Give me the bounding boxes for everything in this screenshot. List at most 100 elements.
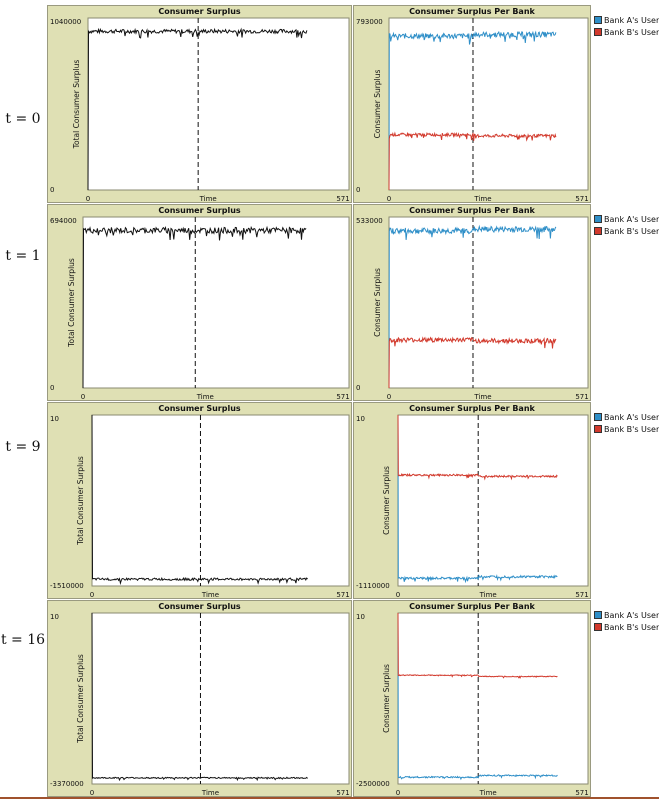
legend-label: Bank A's Users <box>604 611 659 620</box>
plot-area <box>91 414 350 587</box>
chart-svg: 0 1040000 0 571 Time Total Consumer Surplus <box>50 17 350 203</box>
chart-panel-3-total: Consumer Surplus -1510000 10 0 571 Time Total … <box>47 402 352 599</box>
x-axis-label: Time <box>479 789 497 797</box>
x-axis-label: Time <box>473 393 491 401</box>
series-line-bank_a <box>397 612 558 781</box>
legend-item: Bank B's Users <box>594 425 659 437</box>
x-tick-label: 571 <box>336 591 349 599</box>
legend-label: Bank B's Users <box>604 623 659 632</box>
x-axis-label: Time <box>201 591 219 599</box>
x-axis-label: Time <box>201 789 219 797</box>
y-tick-label: -3370000 <box>50 780 84 788</box>
chart-svg: -3370000 10 0 571 Time Total Consumer Surplus <box>50 612 350 797</box>
legend-swatch <box>594 611 602 619</box>
x-tick-label: 571 <box>336 789 349 797</box>
chart-title: Consumer Surplus <box>158 404 241 413</box>
row-label-2: t = 9 <box>5 439 41 455</box>
x-axis-label: Time <box>196 393 214 401</box>
chart-panel-4-per-bank: Consumer Surplus Per Bank -2500000 10 0 571 T… <box>353 600 591 797</box>
x-tick-label: 571 <box>575 789 588 797</box>
x-tick-label: 571 <box>575 195 588 203</box>
chart-panel-2-per-bank: Consumer Surplus Per Bank 0 533000 0 571 Time… <box>353 204 591 401</box>
series-line-total <box>87 27 308 191</box>
legend-item: Bank A's Users <box>594 16 659 28</box>
y-axis-label: Total Consumer Surplus <box>72 60 81 150</box>
y-tick-label: 0 <box>356 384 360 392</box>
chart-title: Consumer Surplus Per Bank <box>409 206 535 215</box>
plot-area <box>82 216 350 389</box>
series-line-total <box>91 414 308 586</box>
chart-title: Consumer Surplus <box>158 602 241 611</box>
y-axis-label: Total Consumer Surplus <box>76 654 85 744</box>
y-tick-label: 0 <box>356 186 360 194</box>
series-line-bank_b <box>388 336 557 389</box>
legend-swatch <box>594 215 602 223</box>
y-tick-label: -2500000 <box>356 780 390 788</box>
y-axis-label: Consumer Surplus <box>373 268 382 337</box>
x-tick-label: 0 <box>81 393 85 401</box>
y-tick-label: 10 <box>356 613 365 621</box>
chart-panel-3-per-bank: Consumer Surplus Per Bank -1110000 10 0 571 T… <box>353 402 591 599</box>
chart-svg: -2500000 10 0 571 Time Consumer Surplus <box>356 612 589 797</box>
series-line-bank_b <box>397 612 558 679</box>
series-line-total <box>82 225 307 389</box>
legend-item: Bank B's Users <box>594 623 659 635</box>
plot-area <box>397 612 589 785</box>
y-tick-label: 10 <box>356 415 365 423</box>
legend-item: Bank A's Users <box>594 611 659 623</box>
row-label-1: t = 1 <box>5 248 41 264</box>
legend-label: Bank B's Users <box>604 425 659 434</box>
y-tick-label: 533000 <box>356 217 383 225</box>
plot-area <box>397 414 589 587</box>
series-line-bank_b <box>388 131 557 191</box>
legend-swatch <box>594 425 602 433</box>
series-line-bank_a <box>397 414 558 584</box>
legend: Bank A's Users Bank B's Users <box>594 215 659 239</box>
legend-swatch <box>594 227 602 235</box>
chart-title: Consumer Surplus Per Bank <box>409 7 535 16</box>
y-tick-label: 10 <box>50 613 59 621</box>
series-line-bank_a <box>388 224 557 389</box>
y-tick-label: -1110000 <box>356 582 390 590</box>
x-axis-label: Time <box>199 195 217 203</box>
chart-panel-1-total: Consumer Surplus 0 1040000 0 571 Time Total Co… <box>47 5 352 203</box>
series-line-bank_a <box>388 30 557 191</box>
chart-panel-2-total: Consumer Surplus 0 694000 0 571 Time Total Con… <box>47 204 352 401</box>
y-tick-label: 694000 <box>50 217 77 225</box>
x-tick-label: 571 <box>336 393 349 401</box>
x-tick-label: 0 <box>396 591 400 599</box>
legend: Bank A's Users Bank B's Users <box>594 16 659 40</box>
legend: Bank A's Users Bank B's Users <box>594 611 659 635</box>
chart-svg: 0 533000 0 571 Time Consumer Surplus <box>356 216 589 401</box>
row-label-3: t = 16 <box>0 632 46 648</box>
plot-area <box>87 17 350 191</box>
legend-swatch <box>594 16 602 24</box>
plot-area <box>91 612 350 785</box>
legend-label: Bank A's Users <box>604 16 659 25</box>
legend-label: Bank B's Users <box>604 227 659 236</box>
x-tick-label: 0 <box>90 591 94 599</box>
x-tick-label: 0 <box>387 393 391 401</box>
chart-svg: 0 793000 0 571 Time Consumer Surplus <box>356 17 589 203</box>
chart-svg: -1510000 10 0 571 Time Total Consumer Surplus <box>50 414 350 599</box>
y-axis-label: Consumer Surplus <box>382 664 391 733</box>
legend-swatch <box>594 28 602 36</box>
series-line-total <box>91 612 308 782</box>
y-tick-label: -1510000 <box>50 582 84 590</box>
plot-area <box>388 17 589 191</box>
legend-item: Bank A's Users <box>594 413 659 425</box>
y-tick-label: 793000 <box>356 18 383 26</box>
x-tick-label: 0 <box>86 195 90 203</box>
x-tick-label: 0 <box>90 789 94 797</box>
chart-svg: 0 694000 0 571 Time Total Consumer Surplus <box>50 216 350 401</box>
chart-svg: -1110000 10 0 571 Time Consumer Surplus <box>356 414 589 599</box>
legend-item: Bank B's Users <box>594 28 659 40</box>
bottom-rule <box>0 797 659 799</box>
legend-item: Bank B's Users <box>594 227 659 239</box>
y-axis-label: Total Consumer Surplus <box>76 456 85 546</box>
y-tick-label: 10 <box>50 415 59 423</box>
legend-item: Bank A's Users <box>594 215 659 227</box>
legend-label: Bank A's Users <box>604 413 659 422</box>
y-axis-label: Consumer Surplus <box>382 466 391 535</box>
x-tick-label: 0 <box>396 789 400 797</box>
